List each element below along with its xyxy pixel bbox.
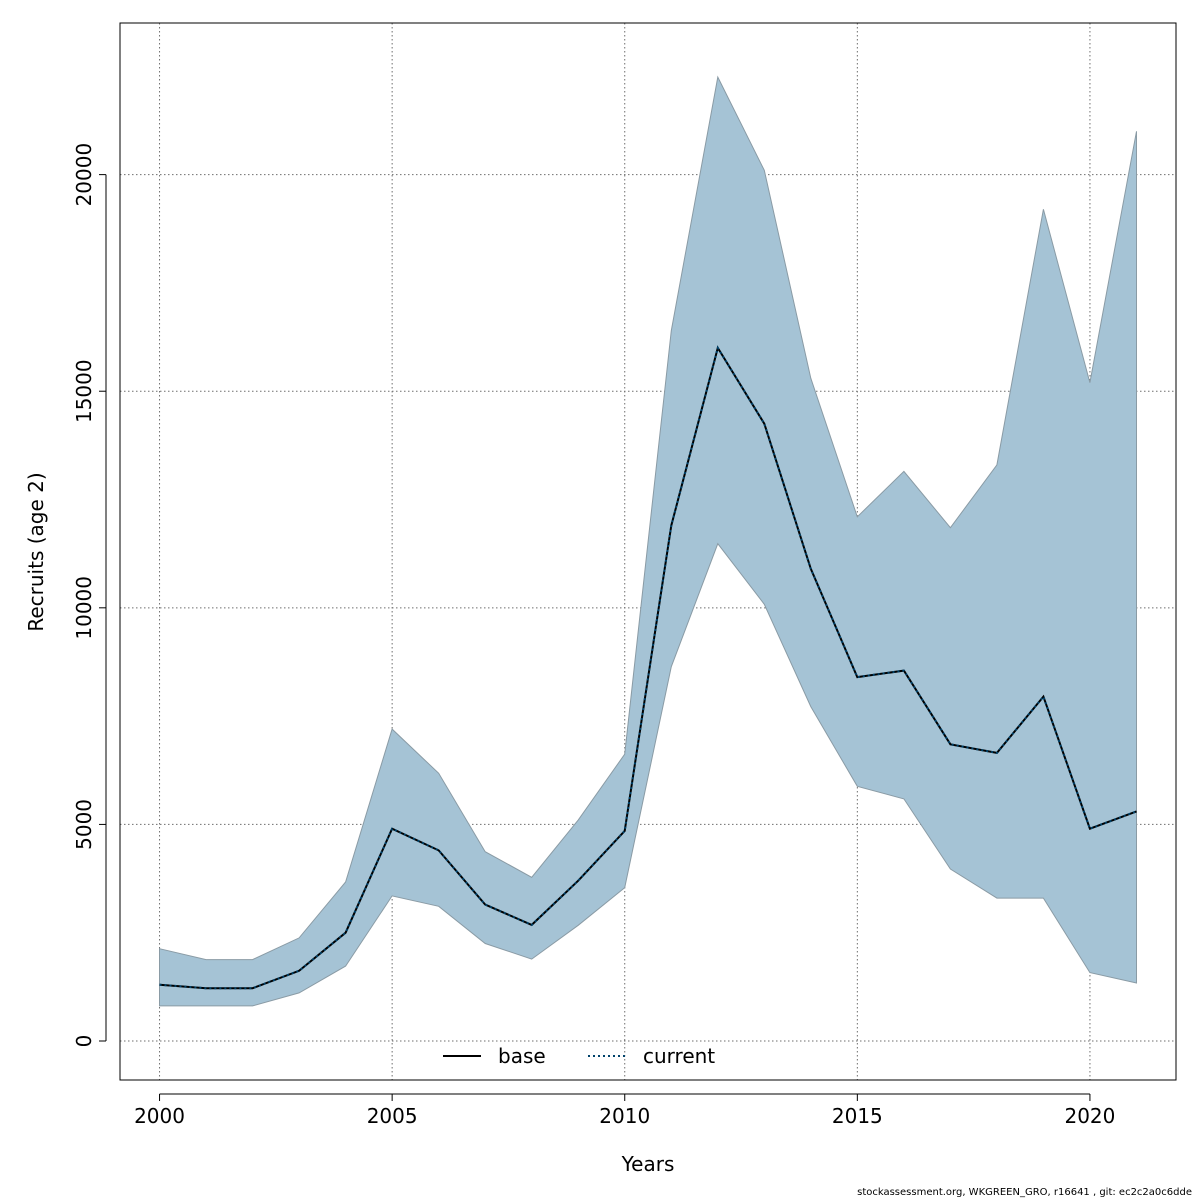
y-tick-label: 10000: [72, 576, 96, 640]
y-tick-label: 5000: [72, 799, 96, 850]
x-tick-label: 2005: [367, 1104, 418, 1128]
x-tick-label: 2010: [599, 1104, 650, 1128]
legend: base current: [443, 1044, 715, 1068]
footer-credit: stockassessment.org, WKGREEN_GRO, r16641…: [857, 1187, 1192, 1198]
x-tick-label: 2015: [832, 1104, 883, 1128]
series-line-base: [159, 345, 1137, 990]
y-tick-label: 15000: [72, 359, 96, 423]
y-axis-title: Recruits (age 2): [24, 472, 48, 631]
legend-label-current: current: [643, 1044, 715, 1068]
x-tick-label: 2020: [1064, 1104, 1115, 1128]
legend-label-base: base: [498, 1044, 546, 1068]
x-axis-title: Years: [621, 1152, 675, 1176]
y-tick-label: 0: [72, 1035, 96, 1048]
y-axis: 0 5000 10000 15000 20000: [72, 143, 107, 1048]
confidence-band: [159, 75, 1137, 1007]
plot-frame: [119, 22, 1177, 1081]
x-tick-label: 2000: [134, 1104, 185, 1128]
y-tick-label: 20000: [72, 143, 96, 207]
x-axis: 2000 2005 2010 2015 2020: [134, 1093, 1115, 1128]
